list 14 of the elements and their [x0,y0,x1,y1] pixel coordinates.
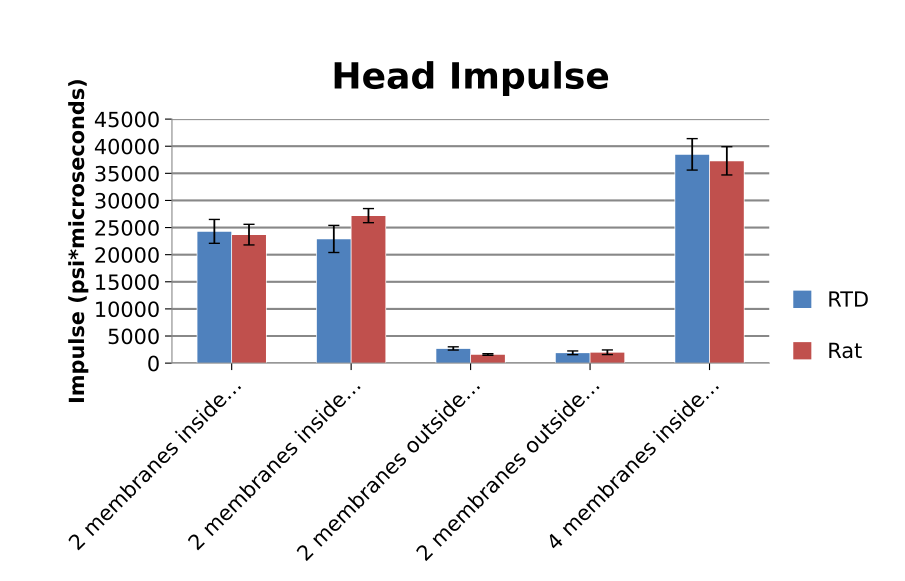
legend-label: RTD [829,291,868,307]
y-tick-label: 25000 [95,220,159,236]
y-tick-label: 5000 [108,328,159,344]
y-tick-label: 0 [148,356,159,372]
y-tick-label: 10000 [96,301,159,318]
y-tick-label: 45000 [94,112,159,128]
y-tick-label: 35000 [95,166,159,182]
y-tick-label: 30000 [95,192,159,209]
y-tick-label: 20000 [95,247,159,263]
chart-title: Head Impulse [334,61,608,96]
legend-label: Rat [829,342,862,358]
y-tick-label: 15000 [96,274,159,290]
y-axis-title: Impulse (psi*microseconds) [68,80,88,402]
y-tick-label: 40000 [94,138,159,154]
